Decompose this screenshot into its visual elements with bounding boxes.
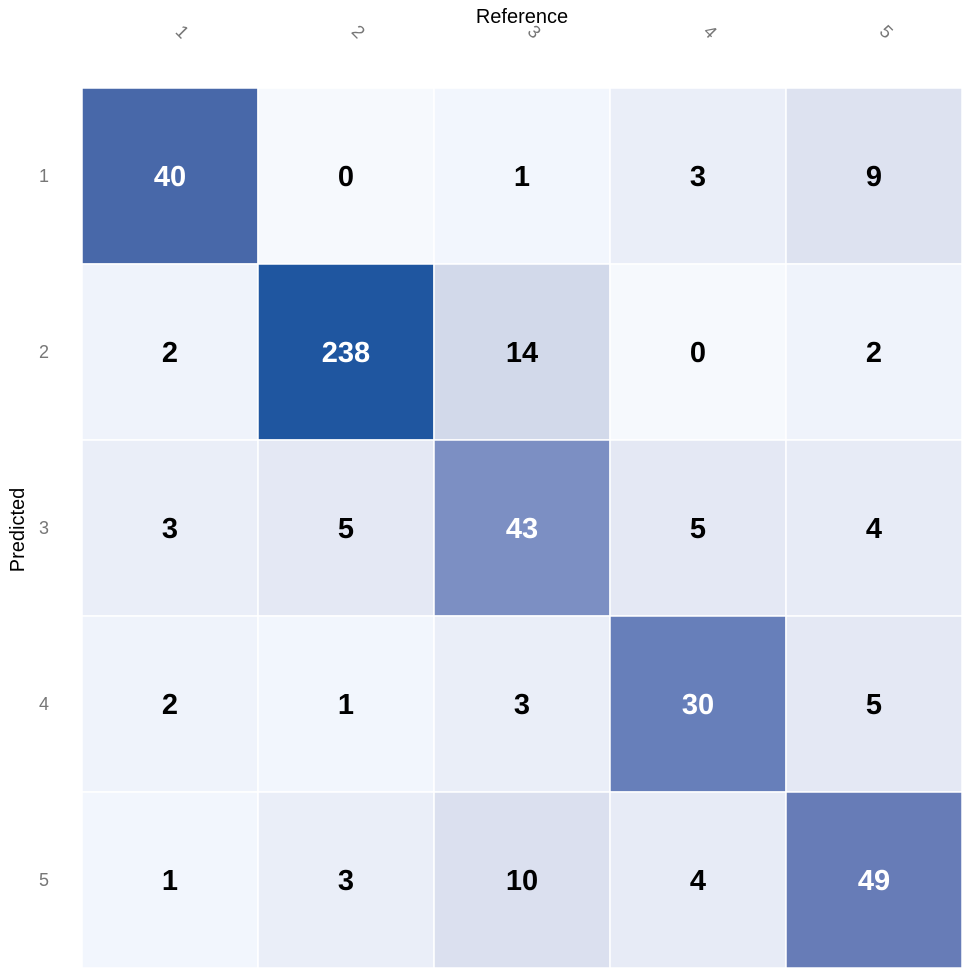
cell-value-label: 1 bbox=[514, 161, 530, 193]
cell-value-label: 3 bbox=[162, 513, 178, 545]
x-tick-label: 1 bbox=[172, 21, 193, 42]
heatmap-cell bbox=[785, 263, 963, 441]
y-tick-label: 5 bbox=[39, 870, 49, 890]
y-axis-ticks: 1 2 3 4 5 bbox=[39, 166, 49, 890]
heatmap-cell bbox=[81, 263, 259, 441]
cell-value-label: 30 bbox=[682, 689, 714, 721]
heatmap-cell bbox=[257, 791, 435, 969]
cell-value-label: 4 bbox=[690, 865, 706, 897]
cell-value-label: 5 bbox=[338, 513, 354, 545]
heatmap-cell bbox=[433, 791, 611, 969]
heatmap-cell bbox=[81, 87, 259, 265]
heatmap-cell bbox=[433, 615, 611, 793]
x-tick-label: 5 bbox=[876, 21, 897, 42]
heatmap-cell bbox=[257, 615, 435, 793]
cell-value-label: 14 bbox=[506, 337, 538, 369]
heatmap-cell bbox=[433, 439, 611, 617]
heatmap-cell bbox=[609, 439, 787, 617]
y-tick-label: 3 bbox=[39, 518, 49, 538]
cell-value-label: 2 bbox=[162, 689, 178, 721]
x-tick-label: 2 bbox=[348, 21, 369, 42]
y-tick-label: 1 bbox=[39, 166, 49, 186]
heatmap-cell bbox=[785, 791, 963, 969]
heatmap-cell bbox=[433, 263, 611, 441]
heatmap-cell bbox=[81, 615, 259, 793]
cell-value-label: 3 bbox=[338, 865, 354, 897]
cell-value-label: 0 bbox=[338, 161, 354, 193]
heatmap-cell bbox=[81, 791, 259, 969]
heatmap-cell bbox=[257, 87, 435, 265]
cell-value-label: 9 bbox=[866, 161, 882, 193]
heatmap-cell bbox=[433, 87, 611, 265]
cell-value-label: 4 bbox=[866, 513, 882, 545]
heatmap-cell bbox=[785, 87, 963, 265]
heatmap-cell bbox=[257, 439, 435, 617]
x-axis-title: Reference bbox=[476, 6, 568, 28]
cell-value-label: 43 bbox=[506, 513, 538, 545]
cell-value-label: 40 bbox=[154, 161, 186, 193]
cell-value-label: 1 bbox=[162, 865, 178, 897]
x-tick-label: 4 bbox=[700, 21, 721, 42]
cell-value-label: 49 bbox=[858, 865, 890, 897]
heatmap-cell bbox=[785, 439, 963, 617]
y-tick-label: 2 bbox=[39, 342, 49, 362]
heatmap-cell bbox=[609, 87, 787, 265]
cell-value-label: 3 bbox=[514, 689, 530, 721]
cell-value-label: 238 bbox=[322, 337, 370, 369]
heatmap-cell bbox=[785, 615, 963, 793]
cell-value-label: 1 bbox=[338, 689, 354, 721]
heatmap-cell bbox=[609, 615, 787, 793]
cell-value-label: 2 bbox=[162, 337, 178, 369]
cell-value-label: 10 bbox=[506, 865, 538, 897]
y-axis-title: Predicted bbox=[7, 488, 29, 573]
cell-value-label: 2 bbox=[866, 337, 882, 369]
heatmap-cells: 40 0 1 3 9 2 238 14 0 2 3 5 43 5 4 2 1 3 30 5 1 3 10 4 49 bbox=[81, 87, 963, 969]
cell-value-label: 3 bbox=[690, 161, 706, 193]
cell-value-label: 5 bbox=[866, 689, 882, 721]
cell-value-label: 0 bbox=[690, 337, 706, 369]
y-tick-label: 4 bbox=[39, 694, 49, 714]
cell-value-label: 5 bbox=[690, 513, 706, 545]
